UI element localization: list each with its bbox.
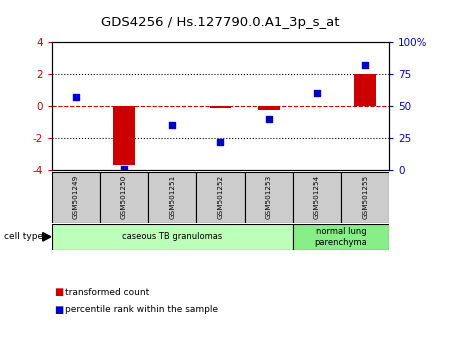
Text: ■: ■ — [54, 305, 63, 315]
Text: ■: ■ — [54, 287, 63, 297]
Bar — [52, 224, 293, 250]
Bar — [293, 172, 341, 223]
Bar — [210, 106, 231, 108]
Point — [217, 139, 224, 145]
Bar — [65, 105, 87, 106]
Bar — [100, 172, 148, 223]
Bar — [245, 172, 293, 223]
Text: GSM501250: GSM501250 — [121, 175, 127, 219]
Bar — [113, 106, 135, 165]
Point — [313, 91, 320, 96]
Point — [169, 122, 176, 128]
Text: transformed count: transformed count — [65, 287, 149, 297]
Point — [265, 116, 272, 122]
Bar — [196, 172, 245, 223]
Bar — [148, 172, 196, 223]
Text: GSM501253: GSM501253 — [266, 175, 272, 219]
Point — [361, 63, 369, 68]
Text: GSM501254: GSM501254 — [314, 175, 320, 219]
Text: GSM501249: GSM501249 — [73, 175, 79, 219]
Bar — [293, 224, 389, 250]
Text: percentile rank within the sample: percentile rank within the sample — [65, 305, 218, 314]
Text: GSM501252: GSM501252 — [217, 175, 224, 219]
Text: GSM501251: GSM501251 — [169, 175, 176, 219]
Bar — [341, 172, 389, 223]
Text: GDS4256 / Hs.127790.0.A1_3p_s_at: GDS4256 / Hs.127790.0.A1_3p_s_at — [101, 16, 340, 29]
Text: GSM501255: GSM501255 — [362, 175, 368, 219]
Text: normal lung
parenchyma: normal lung parenchyma — [315, 227, 367, 246]
Text: cell type: cell type — [4, 232, 44, 241]
Point — [72, 95, 80, 100]
Bar — [354, 74, 376, 106]
Bar — [52, 172, 100, 223]
Text: caseous TB granulomas: caseous TB granulomas — [122, 232, 222, 241]
Bar — [258, 106, 279, 110]
Point — [121, 166, 128, 171]
